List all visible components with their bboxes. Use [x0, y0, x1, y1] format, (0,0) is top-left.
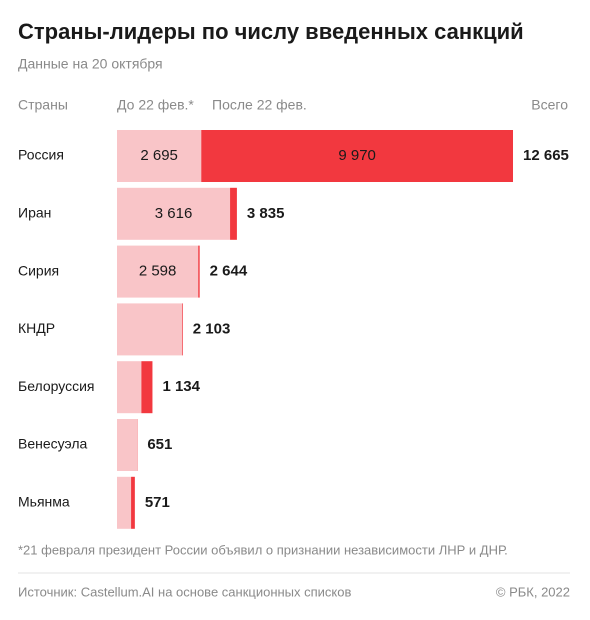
bar-segment: [117, 476, 132, 529]
bar-segment: [117, 419, 138, 471]
column-header: Страны: [18, 97, 68, 113]
category-label: Венесуэла: [18, 436, 87, 452]
bar-segment: [198, 245, 200, 298]
footnote: *21 февраля президент России объявил о п…: [18, 542, 508, 557]
bar-segment: [201, 130, 513, 182]
chart-title: Страны-лидеры по числу введенных санкций: [18, 19, 524, 44]
total-label: 2 103: [193, 320, 231, 337]
category-label: Иран: [18, 205, 51, 221]
copyright: © РБК, 2022: [496, 584, 570, 599]
total-label: 651: [147, 436, 172, 453]
bar-segment: [131, 476, 135, 529]
subtitle: Данные на 20 октября: [18, 56, 163, 72]
category-label: Россия: [18, 147, 64, 163]
value-label: 2 598: [139, 263, 177, 280]
bar-segment: [117, 361, 142, 414]
legend-entry: До 22 фев.*: [117, 97, 194, 113]
value-label: 2 695: [140, 147, 178, 164]
category-label: Сирия: [18, 262, 59, 278]
total-label: 1 134: [162, 378, 200, 395]
category-label: Мьянма: [18, 494, 70, 510]
value-label: 3 616: [155, 205, 193, 222]
bar-segment: [117, 187, 231, 240]
category-label: Белоруссия: [18, 378, 95, 394]
category-label: КНДР: [18, 320, 55, 336]
total-label: 571: [145, 494, 170, 511]
bar-segment: [230, 187, 237, 240]
source: Источник: Castellum.AI на основе санкцио…: [18, 584, 351, 599]
value-label: 9 970: [338, 147, 376, 164]
bar-segment: [117, 130, 202, 182]
total-label: 12 665: [523, 147, 569, 164]
total-label: 2 644: [210, 263, 248, 280]
bar-segment: [182, 303, 183, 356]
total-label: 3 835: [247, 205, 285, 222]
legend-entry: После 22 фев.: [212, 97, 307, 113]
bar-segment: [141, 361, 153, 414]
bar-segment: [117, 245, 199, 298]
bar-segment: [117, 303, 183, 356]
column-header: Всего: [531, 97, 568, 113]
